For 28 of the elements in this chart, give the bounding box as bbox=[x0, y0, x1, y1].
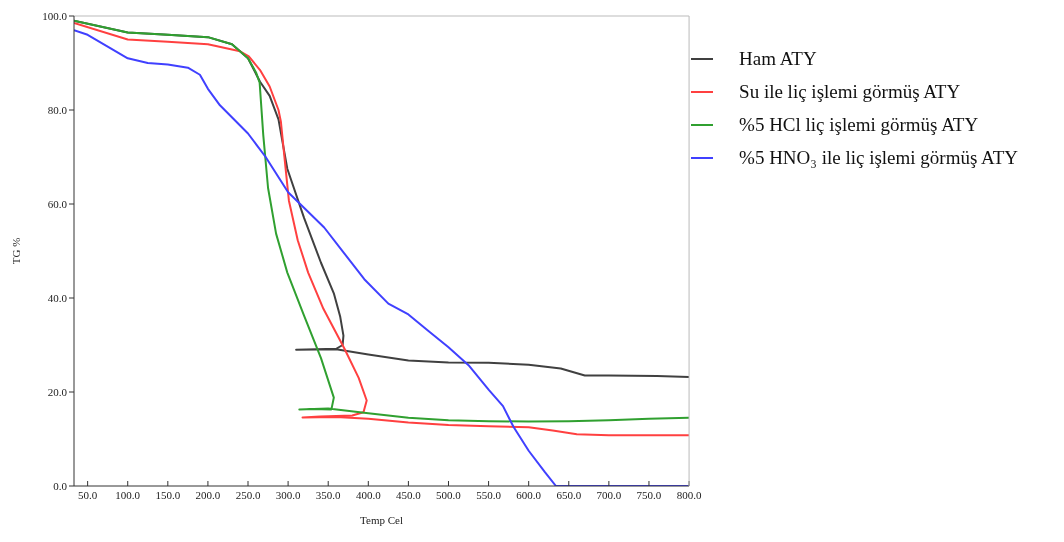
legend-label: %5 HNO₃ ile liç işlemi görmüş ATY bbox=[739, 146, 1018, 170]
y-tick-label: 40.0 bbox=[47, 291, 68, 304]
y-tick-label: 60.0 bbox=[47, 197, 68, 210]
legend-label: Su ile liç işlemi görmüş ATY bbox=[739, 80, 961, 104]
x-tick-label: 200.0 bbox=[195, 488, 221, 501]
y-tick-label: 20.0 bbox=[47, 385, 68, 398]
x-tick-label: 100.0 bbox=[115, 488, 141, 501]
x-tick-label: 600.0 bbox=[516, 488, 542, 501]
x-tick-label: 350.0 bbox=[315, 488, 342, 501]
x-tick-label: 150.0 bbox=[155, 488, 181, 501]
x-tick-label: 400.0 bbox=[355, 488, 382, 501]
x-tick-label: 500.0 bbox=[436, 488, 462, 501]
legend-label: Ham ATY bbox=[739, 47, 817, 71]
x-axis-title: Temp Cel bbox=[360, 514, 403, 526]
x-tick-label: 750.0 bbox=[636, 488, 662, 501]
legend-label: %5 HCl liç işlemi görmüş ATY bbox=[739, 113, 979, 137]
x-tick-label: 550.0 bbox=[476, 488, 502, 501]
y-tick-label: 0.0 bbox=[53, 479, 68, 492]
x-tick-label: 800.0 bbox=[676, 488, 702, 501]
x-tick-label: 450.0 bbox=[396, 488, 422, 501]
y-tick-label: 100.0 bbox=[42, 9, 68, 22]
x-tick-label: 700.0 bbox=[596, 488, 622, 501]
y-axis-title: TG % bbox=[9, 237, 22, 265]
x-tick-label: 650.0 bbox=[556, 488, 582, 501]
x-tick-label: 250.0 bbox=[235, 488, 261, 501]
y-tick-label: 80.0 bbox=[47, 103, 68, 116]
x-tick-label: 300.0 bbox=[275, 488, 301, 501]
x-tick-label: 50.0 bbox=[78, 488, 98, 501]
